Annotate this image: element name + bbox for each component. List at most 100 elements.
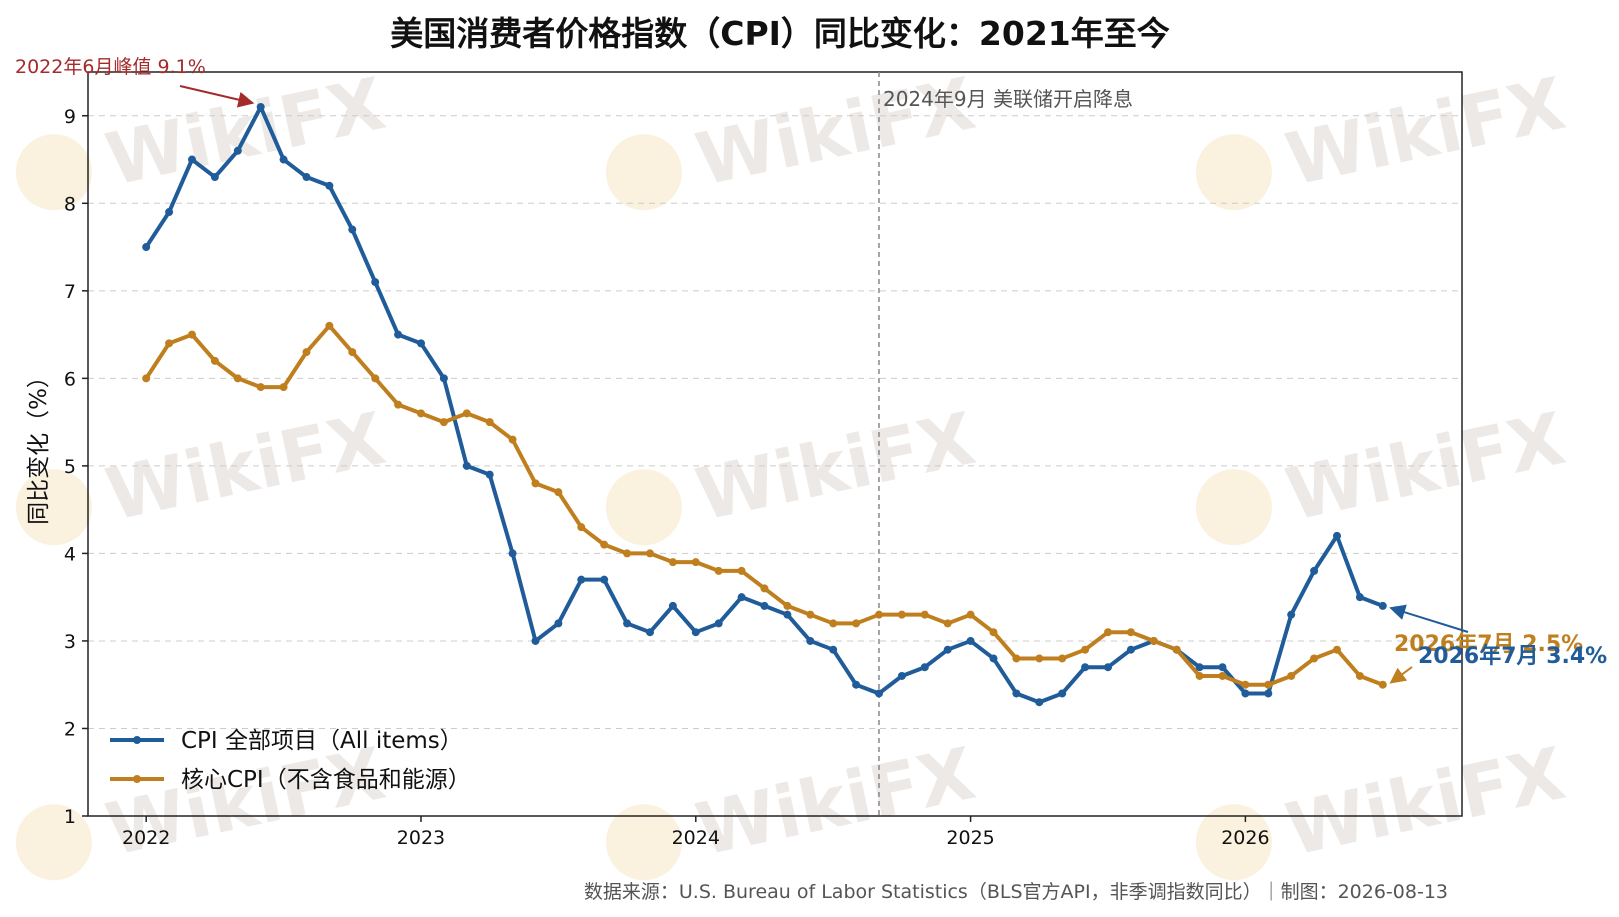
cpi-data-point <box>394 330 403 339</box>
y-tick-label: 4 <box>64 543 76 565</box>
watermark: WikiFX <box>1195 396 1572 546</box>
cpi-data-point <box>1103 663 1112 672</box>
cpi-data-point <box>233 146 242 155</box>
cpi-data-point <box>1264 689 1273 698</box>
watermark-logo-icon <box>605 134 682 211</box>
cpi-data-point <box>302 173 311 182</box>
watermark-text: WikiFX <box>1279 396 1572 537</box>
core-cpi-data-point <box>394 400 403 409</box>
cpi-data-point <box>1126 645 1135 654</box>
core-cpi-data-point <box>439 418 448 427</box>
core-cpi-data-point <box>485 418 494 427</box>
peak-annotation-arrow <box>179 85 255 108</box>
cpi-data-point <box>668 601 677 610</box>
cpi-data-point <box>554 619 563 628</box>
fed-rate-cut-annotation: 2024年9月 美联储开启降息 <box>883 87 1133 111</box>
core-cpi-data-point <box>210 356 219 365</box>
core-cpi-data-point <box>760 584 769 593</box>
core-cpi-data-point <box>462 409 471 418</box>
core-cpi-data-point <box>714 566 723 575</box>
core-cpi-data-point <box>1310 654 1319 663</box>
data-source-footer: 数据来源：U.S. Bureau of Labor Statistics（BLS… <box>584 881 1448 903</box>
y-tick-label: 6 <box>64 368 76 390</box>
core-cpi-data-point <box>1378 680 1387 689</box>
watermark-logo-icon <box>1195 469 1272 546</box>
cpi-data-point <box>852 680 861 689</box>
core-cpi-data-point <box>1149 636 1158 645</box>
watermark: WikiFX <box>1195 731 1572 881</box>
y-tick-label: 7 <box>64 281 76 303</box>
watermark-logo-icon <box>1195 134 1272 211</box>
cpi-data-point <box>829 645 838 654</box>
core-cpi-data-point <box>852 619 861 628</box>
cpi-data-point <box>462 461 471 470</box>
core-cpi-data-point <box>371 374 380 383</box>
cpi-data-point <box>966 636 975 645</box>
core-cpi-data-point <box>623 549 632 558</box>
core-cpi-data-point <box>691 558 700 567</box>
cpi-data-point <box>508 549 517 558</box>
core-cpi-data-point <box>416 409 425 418</box>
cpi-data-point <box>760 601 769 610</box>
peak-annotation: 2022年6月峰值 9.1% <box>15 56 206 78</box>
cpi-data-point <box>783 610 792 619</box>
core-cpi-data-point <box>1332 645 1341 654</box>
y-axis-ticks: 1 2 3 4 5 6 7 8 9 <box>64 106 88 828</box>
cpi-data-point <box>325 181 334 190</box>
cpi-data-point <box>874 689 883 698</box>
cpi-data-point <box>1287 610 1296 619</box>
core-cpi-data-point <box>1287 671 1296 680</box>
watermark-logo-icon <box>605 469 682 546</box>
core-cpi-data-point <box>1195 671 1204 680</box>
core-cpi-end-annotation: 2026年7月 2.5% <box>1394 631 1583 657</box>
core-cpi-data-point <box>165 339 174 348</box>
cpi-data-point <box>348 225 357 234</box>
watermark-logo-icon <box>15 134 92 211</box>
y-tick-label: 8 <box>64 193 76 215</box>
y-tick-label: 3 <box>64 631 76 653</box>
core-cpi-data-point <box>874 610 883 619</box>
cpi-data-point <box>165 208 174 217</box>
legend-marker-cpi <box>133 736 141 744</box>
chart-title: 美国消费者价格指数（CPI）同比变化：2021年至今 <box>390 14 1170 53</box>
legend: CPI 全部项目（All items） 核心CPI（不含食品和能源） <box>110 728 471 793</box>
cpi-data-point <box>577 575 586 584</box>
watermark-text: WikiFX <box>689 396 982 537</box>
cpi-data-point <box>1035 698 1044 707</box>
cpi-data-point <box>989 654 998 663</box>
cpi-data-point <box>256 103 265 112</box>
cpi-data-point <box>1218 663 1227 672</box>
y-tick-label: 2 <box>64 718 76 740</box>
cpi-data-point <box>806 636 815 645</box>
watermark-logo-icon <box>15 804 92 881</box>
y-tick-label: 9 <box>64 106 76 128</box>
watermark-text: WikiFX <box>1279 61 1572 202</box>
watermark: WikiFX <box>1195 61 1572 211</box>
watermark-text: WikiFX <box>689 61 982 202</box>
core-cpi-data-point <box>508 435 517 444</box>
x-tick-label: 2026 <box>1221 827 1269 849</box>
core-cpi-data-point <box>1218 671 1227 680</box>
cpi-data-point <box>439 374 448 383</box>
cpi-data-point <box>920 663 929 672</box>
cpi-data-point <box>691 628 700 637</box>
core-cpi-data-point <box>279 383 288 392</box>
cpi-data-point <box>623 619 632 628</box>
cpi-data-point <box>1012 689 1021 698</box>
cpi-data-point <box>1378 601 1387 610</box>
watermark: WikiFX <box>605 731 982 881</box>
core-cpi-data-point <box>645 549 654 558</box>
cpi-data-point <box>897 671 906 680</box>
core-cpi-data-point <box>187 330 196 339</box>
watermark-logo-icon <box>15 469 92 546</box>
cpi-data-point <box>600 575 609 584</box>
cpi-data-point <box>737 593 746 602</box>
core-cpi-data-point <box>1126 628 1135 637</box>
cpi-data-point <box>485 470 494 479</box>
legend-label-cpi: CPI 全部项目（All items） <box>181 728 463 754</box>
core-cpi-data-point <box>668 558 677 567</box>
cpi-data-point <box>1058 689 1067 698</box>
y-tick-label: 5 <box>64 456 76 478</box>
cpi-data-point <box>1241 689 1250 698</box>
